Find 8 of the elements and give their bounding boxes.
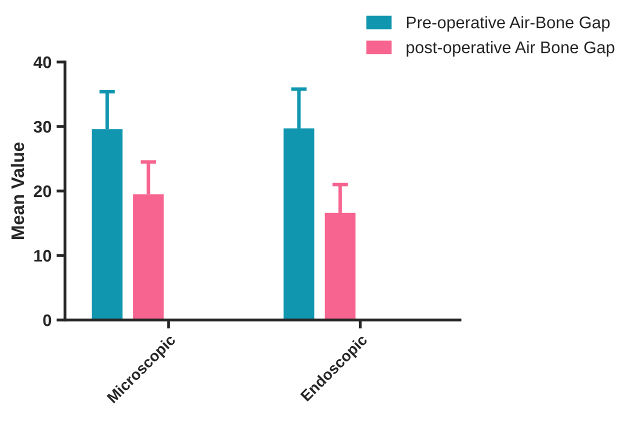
- y-tick-label: 10: [34, 250, 52, 262]
- legend-label: post-operative Air Bone Gap: [406, 41, 614, 57]
- legend-label: Pre-operative Air-Bone Gap: [406, 16, 610, 32]
- y-tick-label: 20: [34, 185, 52, 198]
- y-tick-label: 40: [34, 56, 52, 68]
- y-axis-title: Mean Value: [10, 142, 24, 239]
- y-tick-label: 0: [43, 314, 52, 326]
- y-tick-label: 30: [34, 120, 52, 133]
